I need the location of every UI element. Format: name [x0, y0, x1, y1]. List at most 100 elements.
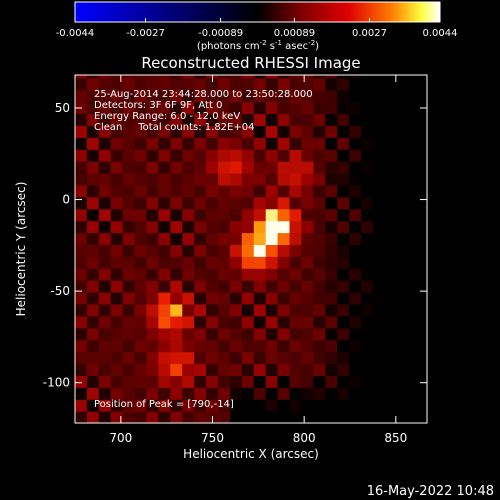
plot-frame: [74, 74, 428, 424]
image-pixel: [158, 375, 171, 388]
image-pixel: [110, 256, 124, 269]
image-pixel: [361, 137, 374, 150]
image-pixel: [384, 339, 398, 353]
image-pixel: [396, 375, 410, 388]
image-pixel: [301, 75, 314, 79]
image-pixel: [313, 196, 326, 210]
image-pixel: [110, 125, 124, 138]
image-pixel: [98, 375, 112, 388]
image-pixel: [194, 220, 207, 234]
image-pixel: [146, 113, 159, 126]
image-pixel: [182, 137, 195, 150]
image-pixel: [206, 280, 219, 293]
image-pixel: [158, 161, 171, 174]
image-pixel: [98, 303, 112, 317]
image-pixel: [408, 161, 422, 174]
image-pixel: [241, 77, 255, 91]
image-pixel: [408, 244, 422, 257]
image-pixel: [253, 75, 267, 79]
image-pixel: [194, 375, 207, 388]
image-pixel: [289, 137, 302, 150]
image-pixel: [265, 101, 279, 115]
image-pixel: [218, 208, 231, 222]
image-pixel: [182, 411, 195, 423]
image-pixel: [110, 387, 124, 400]
image-pixel: [146, 339, 159, 353]
image-pixel: [301, 363, 314, 376]
image-pixel: [75, 161, 88, 174]
image-pixel: [98, 75, 112, 79]
image-pixel: [229, 173, 243, 186]
image-pixel: [325, 256, 338, 269]
image-pixel: [301, 89, 314, 103]
image-pixel: [241, 125, 255, 138]
image-pixel: [134, 137, 148, 150]
image-pixel: [122, 220, 136, 234]
image-pixel: [253, 375, 267, 388]
image-pixel: [158, 173, 171, 186]
image-pixel: [289, 363, 302, 376]
image-pixel: [325, 339, 338, 353]
image-pixel: [384, 137, 398, 150]
image-pixel: [420, 149, 427, 162]
image-pixel: [253, 173, 267, 186]
image-pixel: [277, 351, 291, 365]
image-pixel: [182, 196, 195, 210]
image-pixel: [349, 77, 362, 91]
image-pixel: [122, 89, 136, 103]
image-pixel: [396, 77, 410, 91]
image-pixel: [372, 196, 386, 210]
image-pixel: [396, 280, 410, 293]
image-pixel: [241, 220, 255, 234]
image-pixel: [241, 149, 255, 162]
image-pixel: [218, 77, 231, 91]
image-pixel: [122, 339, 136, 353]
image-pixel: [337, 315, 350, 329]
image-pixel: [265, 315, 279, 329]
image-pixel: [277, 375, 291, 388]
image-pixel: [289, 411, 302, 423]
image-pixel: [206, 387, 219, 400]
image-pixel: [289, 173, 302, 186]
image-pixel: [158, 113, 171, 126]
image-pixel: [110, 315, 124, 329]
image-pixel: [146, 256, 159, 269]
image-pixel: [218, 411, 231, 423]
image-pixel: [241, 244, 255, 257]
image-pixel: [98, 161, 112, 174]
colorbar-tick-label: -0.0027: [126, 28, 165, 39]
image-pixel: [218, 113, 231, 126]
image-pixel: [110, 399, 124, 412]
image-pixel: [146, 77, 159, 91]
image-pixel: [301, 161, 314, 174]
image-pixel: [86, 315, 100, 329]
image-pixel: [146, 101, 159, 115]
image-pixel: [313, 363, 326, 376]
image-pixel: [337, 161, 350, 174]
image-pixel: [349, 280, 362, 293]
image-pixel: [158, 75, 171, 79]
image-pixel: [289, 220, 302, 234]
image-pixel: [265, 113, 279, 126]
image-pixel: [301, 268, 314, 281]
image-pixel: [253, 268, 267, 281]
image-pixel: [170, 125, 183, 138]
image-pixel: [408, 256, 422, 269]
image-pixel: [134, 327, 148, 341]
image-pixel: [372, 184, 386, 198]
image-pixel: [206, 351, 219, 365]
image-pixel: [75, 125, 88, 138]
image-pixel: [241, 75, 255, 79]
image-pixel: [110, 280, 124, 293]
image-pixel: [289, 149, 302, 162]
image-pixel: [98, 77, 112, 91]
image-pixel: [158, 196, 171, 210]
image-pixel: [313, 208, 326, 222]
x-axis-label: Heliocentric X (arcsec): [183, 447, 319, 461]
image-pixel: [253, 184, 267, 198]
y-tick-label: 50: [55, 101, 70, 115]
image-pixel: [349, 89, 362, 103]
image-pixel: [361, 184, 374, 198]
image-pixel: [289, 315, 302, 329]
image-pixel: [384, 77, 398, 91]
